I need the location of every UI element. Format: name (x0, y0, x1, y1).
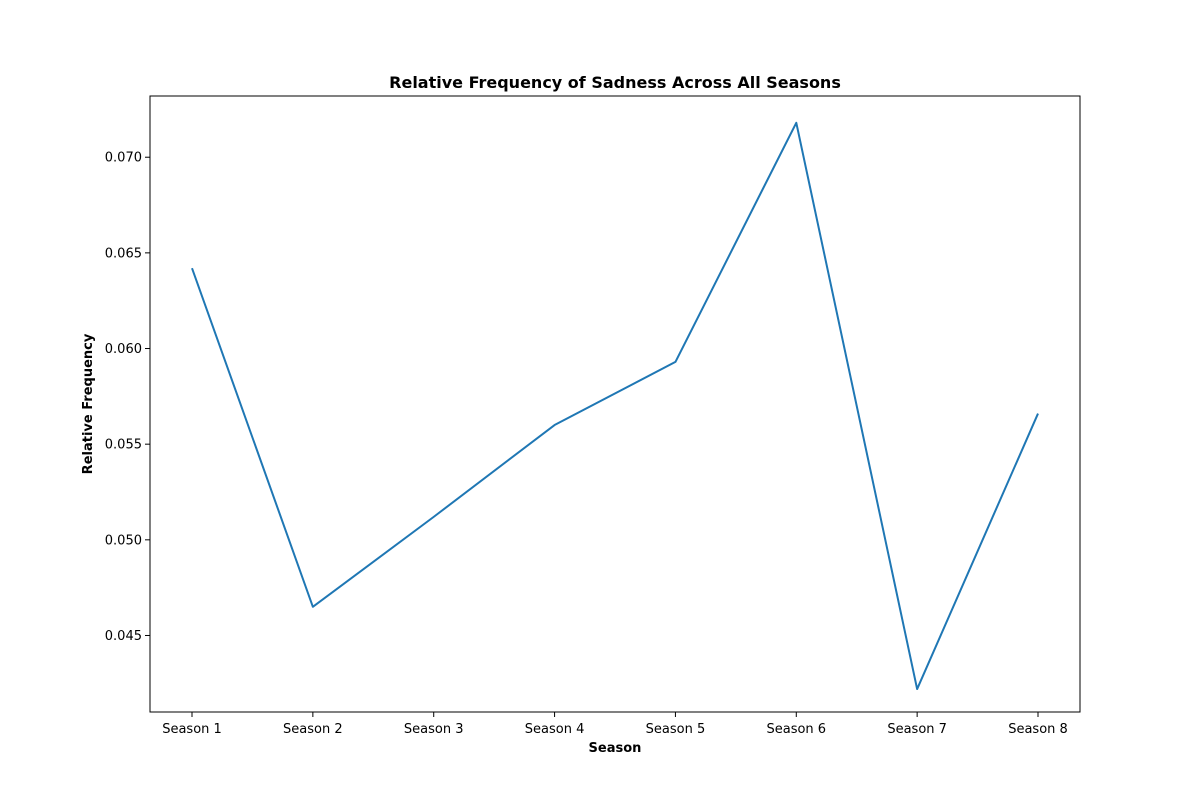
y-tick-label: 0.050 (105, 533, 142, 548)
chart-title: Relative Frequency of Sadness Across All… (389, 73, 841, 92)
series-line (191, 121, 1039, 691)
y-axis-label: Relative Frequency (81, 333, 96, 474)
plot-area (149, 95, 1081, 713)
x-tick-label: Season 6 (766, 722, 826, 737)
x-axis-label: Season (589, 741, 642, 756)
y-axis: 0.045 0.050 0.055 0.060 0.065 0.070 (105, 151, 150, 644)
x-tick-label: Season 3 (404, 722, 464, 737)
y-tick-label: 0.070 (105, 151, 142, 166)
x-tick-label: Season 7 (887, 722, 947, 737)
x-tick-label: Season 4 (525, 722, 585, 737)
y-tick-label: 0.060 (105, 342, 142, 357)
x-tick-label: Season 8 (1008, 722, 1068, 737)
y-tick-label: 0.045 (105, 629, 142, 644)
y-tick-label: 0.055 (105, 438, 142, 453)
x-axis: Season 1 Season 2 Season 3 Season 4 Season 5… (162, 712, 1068, 737)
x-tick-label: Season 5 (646, 722, 706, 737)
series-layer (191, 121, 1039, 691)
y-tick-label: 0.065 (105, 246, 142, 261)
x-tick-label: Season 2 (283, 722, 343, 737)
x-tick-label: Season 1 (162, 722, 222, 737)
